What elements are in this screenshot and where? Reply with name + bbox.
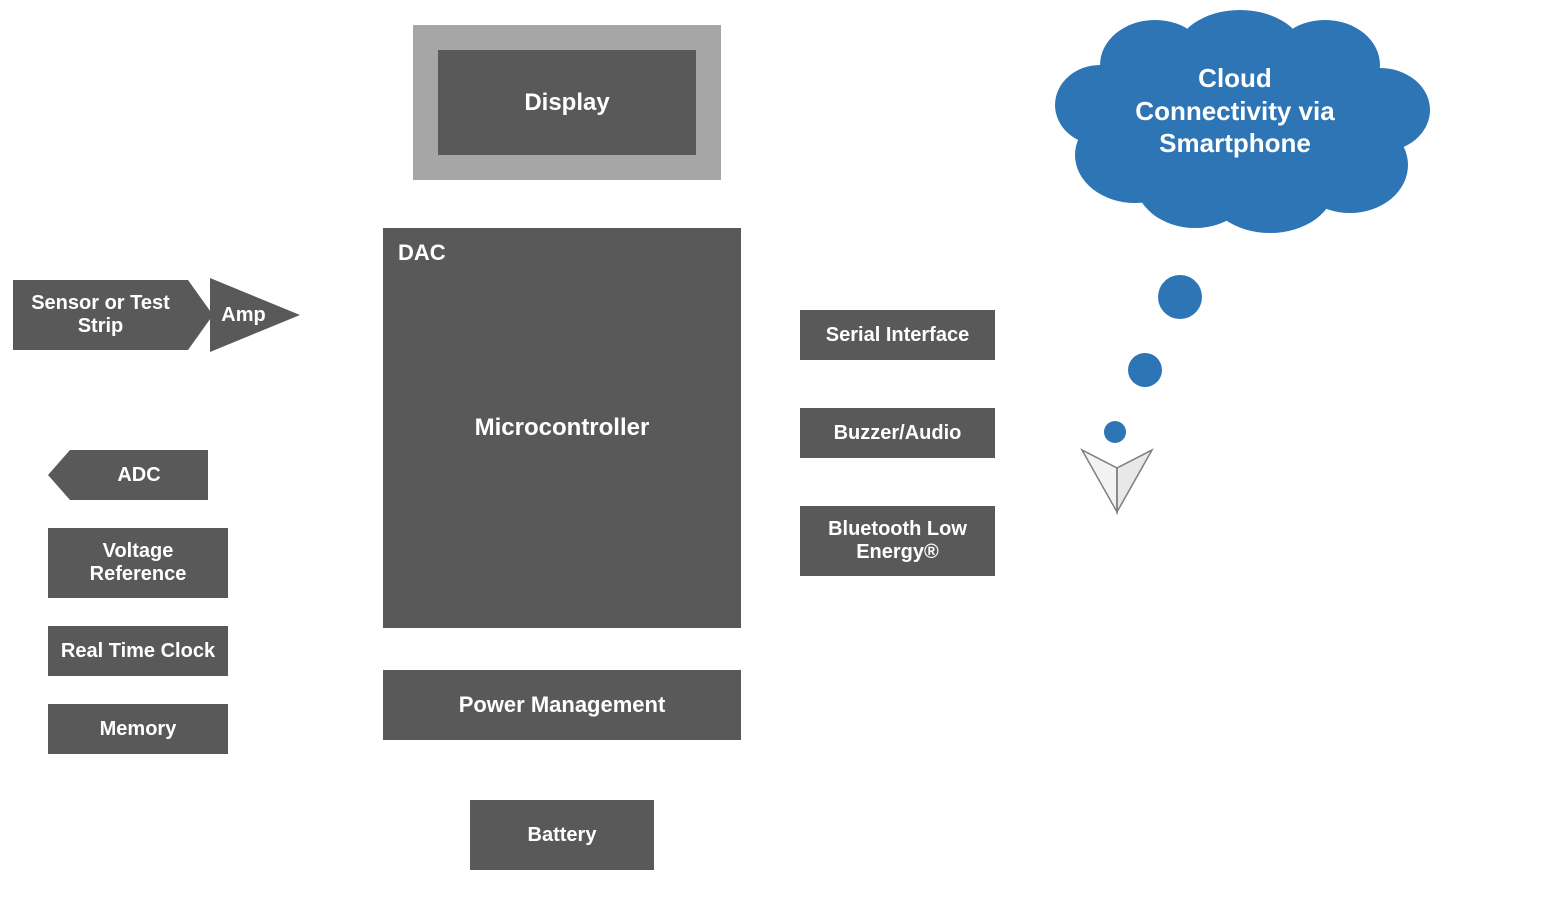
ble-label: Bluetooth Low Energy® xyxy=(828,518,967,564)
buzzer-block: Buzzer/Audio xyxy=(800,408,995,458)
adc-label: ADC xyxy=(70,450,208,500)
amp-label: Amp xyxy=(216,278,271,352)
dac-label: DAC xyxy=(398,240,446,266)
buzzer-label: Buzzer/Audio xyxy=(834,422,962,445)
cloud-bubble-2 xyxy=(1128,353,1162,387)
memory-label: Memory xyxy=(100,718,177,741)
cloud-bubble-1 xyxy=(1158,275,1202,319)
battery-block: Battery xyxy=(470,800,654,870)
battery-label: Battery xyxy=(528,824,597,847)
vref-label: Voltage Reference xyxy=(90,540,187,586)
cursor-icon xyxy=(1082,450,1152,512)
display-label: Display xyxy=(524,89,609,117)
serial-label: Serial Interface xyxy=(826,324,969,347)
display-block: Display xyxy=(438,50,696,155)
vref-block: Voltage Reference xyxy=(48,528,228,598)
rtc-label: Real Time Clock xyxy=(61,640,215,663)
mcu-label: Microcontroller xyxy=(475,414,650,442)
diagram-stage: Display Microcontroller DAC Power Manage… xyxy=(0,0,1546,908)
memory-block: Memory xyxy=(48,704,228,754)
cloud-label: Cloud Connectivity via Smartphone xyxy=(1075,62,1395,160)
ble-block: Bluetooth Low Energy® xyxy=(800,506,995,576)
power-label: Power Management xyxy=(459,692,666,718)
rtc-block: Real Time Clock xyxy=(48,626,228,676)
power-block: Power Management xyxy=(383,670,741,740)
mcu-block: Microcontroller xyxy=(383,228,741,628)
cloud-bubble-3 xyxy=(1104,421,1126,443)
serial-block: Serial Interface xyxy=(800,310,995,360)
sensor-label: Sensor or Test Strip xyxy=(13,280,188,350)
